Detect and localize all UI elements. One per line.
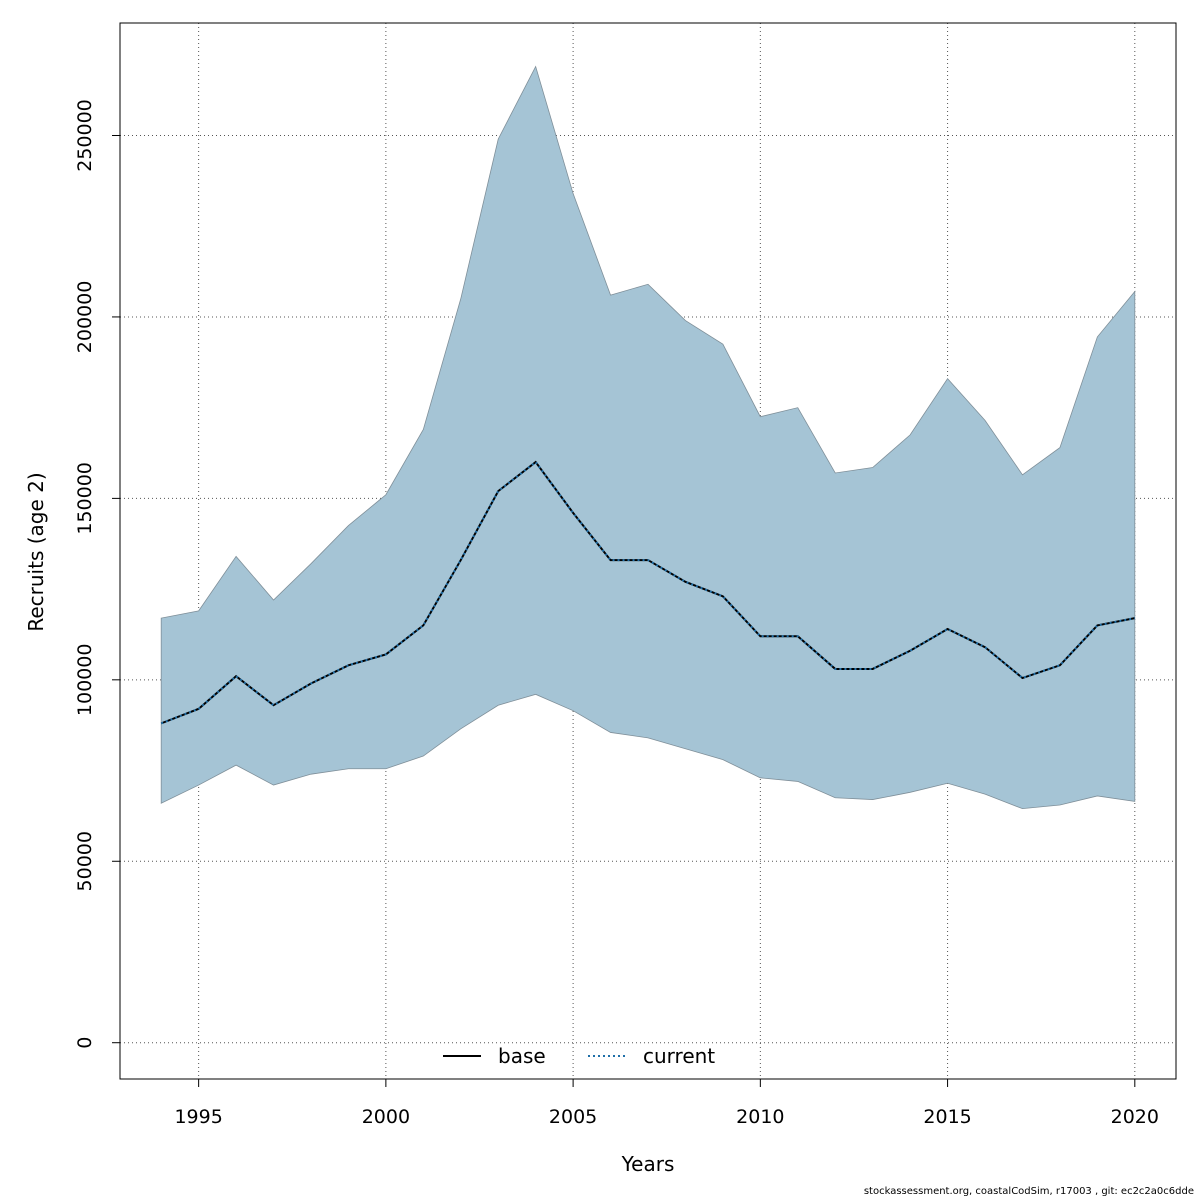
x-tick-label-2020: 2020 <box>1111 1106 1159 1128</box>
x-tick-label-2005: 2005 <box>549 1106 597 1128</box>
x-tick-label-2000: 2000 <box>362 1106 410 1128</box>
footer-note: stockassessment.org, coastalCodSim, r170… <box>863 1186 1194 1197</box>
y-tick-label-100000: 100000 <box>74 644 96 717</box>
series-lines <box>160 460 1135 725</box>
y-tick-label-50000: 50000 <box>74 831 96 891</box>
y-axis-title: Recruits (age 2) <box>24 472 48 631</box>
y-tick-label-250000: 250000 <box>74 99 96 172</box>
legend-label-base: base <box>498 1044 546 1068</box>
legend: base current <box>443 1044 715 1068</box>
y-tick-label-200000: 200000 <box>74 281 96 354</box>
x-tick-label-2015: 2015 <box>923 1106 971 1128</box>
plot-frame <box>119 22 1177 1080</box>
y-axis: 0 50000 100000 150000 200000 250000 <box>74 99 120 1049</box>
legend-label-current: current <box>643 1044 715 1068</box>
x-axis-title: Years <box>621 1152 675 1176</box>
x-axis: 1995 2000 2005 2010 2015 2020 <box>174 1079 1159 1128</box>
confidence-band-area <box>160 65 1136 810</box>
y-tick-label-150000: 150000 <box>74 462 96 535</box>
x-tick-label-2010: 2010 <box>736 1106 784 1128</box>
series-line-current <box>160 460 1135 725</box>
x-tick-label-1995: 1995 <box>174 1106 222 1128</box>
confidence-band <box>160 65 1136 810</box>
y-tick-label-0: 0 <box>74 1037 96 1049</box>
